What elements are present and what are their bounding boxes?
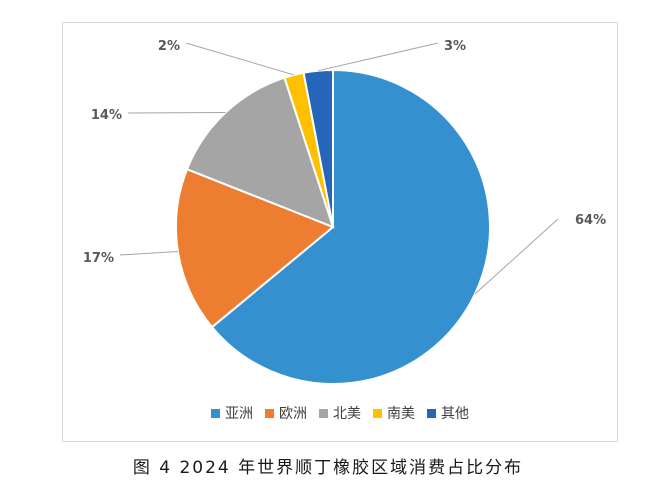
- leader-line-5: [318, 42, 439, 72]
- data-label-5: 3%: [444, 39, 466, 54]
- legend: 亚洲 欧洲 北美 南美 其他: [62, 402, 618, 424]
- legend-swatch-5: [427, 408, 436, 418]
- leader-line-4: [185, 42, 295, 76]
- data-labels: 64% 17% 14% 2% 3%: [83, 39, 606, 266]
- legend-item-3: 北美: [319, 403, 361, 423]
- legend-label-4: 南美: [387, 406, 415, 422]
- legend-label-3: 北美: [333, 406, 361, 422]
- leader-line-2: [119, 251, 178, 256]
- legend-item-4: 南美: [373, 403, 415, 423]
- data-label-2: 17%: [83, 251, 114, 266]
- legend-item-1: 亚洲: [211, 403, 253, 423]
- data-label-1: 64%: [575, 213, 606, 228]
- data-label-3: 14%: [91, 108, 122, 123]
- pie-slices: [175, 68, 491, 385]
- figure-caption: 图 4 2024 年世界顺丁橡胶区域消费占比分布: [132, 458, 524, 478]
- pie-slice-5: [302, 68, 334, 228]
- pie-slice-1: [210, 68, 491, 385]
- legend-label-5: 其他: [441, 406, 469, 422]
- legend-swatch-4: [373, 408, 382, 418]
- leader-lines: [119, 42, 559, 295]
- legend-swatch-2: [265, 408, 274, 418]
- legend-label-1: 亚洲: [225, 406, 253, 422]
- legend-swatch-3: [319, 408, 328, 418]
- legend-swatch-1: [211, 408, 220, 418]
- legend-item-5: 其他: [427, 403, 469, 423]
- pie-slice-2: [175, 167, 335, 329]
- legend-label-2: 欧洲: [279, 406, 307, 422]
- data-label-4: 2%: [158, 39, 180, 54]
- legend-item-2: 欧洲: [265, 403, 307, 423]
- leader-line-1: [474, 218, 559, 295]
